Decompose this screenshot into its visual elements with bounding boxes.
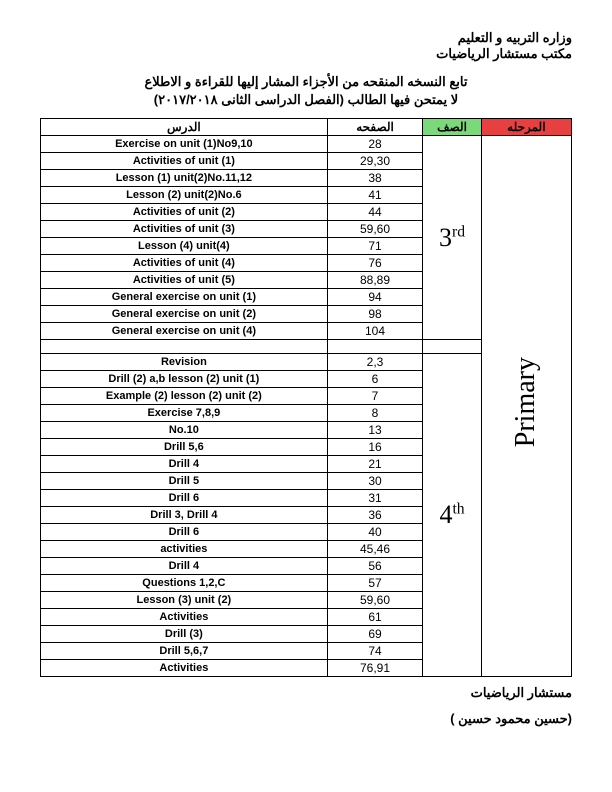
page-cell: 74 [327,643,423,660]
page-cell: 2,3 [327,354,423,371]
grade-cell: 3rd [423,136,481,340]
lesson-cell: Activities of unit (3) [41,221,328,238]
page-cell: 59,60 [327,592,423,609]
page-cell: 57 [327,575,423,592]
table-row: Exercise on unit (1)No9,10283rdPrimary [41,136,572,153]
page-cell: 69 [327,626,423,643]
stage-label: Primary [510,357,542,447]
page-cell: 28 [327,136,423,153]
page-cell: 6 [327,371,423,388]
lesson-cell: Example (2) lesson (2) unit (2) [41,388,328,405]
lesson-cell: Activities of unit (4) [41,255,328,272]
lesson-cell: Drill 4 [41,456,328,473]
page-cell: 76,91 [327,660,423,677]
lesson-cell: Activities of unit (2) [41,204,328,221]
page-cell: 71 [327,238,423,255]
title-line-1: تابع النسخه المنقحه من الأجزاء المشار إل… [40,74,572,90]
lesson-cell: Drill 5,6 [41,439,328,456]
col-lesson: الدرس [41,119,328,136]
lesson-cell: Drill 3, Drill 4 [41,507,328,524]
table-header-row: الدرس الصفحه الصف المرحله [41,119,572,136]
lesson-cell: Drill (2) a,b lesson (2) unit (1) [41,371,328,388]
page-cell: 94 [327,289,423,306]
lesson-cell: Revision [41,354,328,371]
advisor-name: (حسين محمود حسين ) [40,711,572,727]
lesson-cell: Activities [41,660,328,677]
lesson-cell: Lesson (4) unit(4) [41,238,328,255]
page-cell: 8 [327,405,423,422]
col-grade: الصف [423,119,481,136]
office-line: مكتب مستشار الرياضيات [40,46,572,62]
page-cell: 98 [327,306,423,323]
lesson-cell: Drill 6 [41,490,328,507]
lesson-cell: Drill 6 [41,524,328,541]
lesson-cell: Lesson (3) unit (2) [41,592,328,609]
page-cell: 104 [327,323,423,340]
title-line-2: لا يمتحن فيها الطالب (الفصل الدراسى الثا… [40,92,572,108]
page-cell: 45,46 [327,541,423,558]
lesson-cell: Activities of unit (1) [41,153,328,170]
col-stage: المرحله [481,119,571,136]
page-cell: 76 [327,255,423,272]
lesson-cell: Drill 4 [41,558,328,575]
stage-cell: Primary [481,136,571,677]
lesson-cell: activities [41,541,328,558]
lesson-cell: Questions 1,2,C [41,575,328,592]
page-cell: 31 [327,490,423,507]
advisor-role: مستشار الرياضيات [40,685,572,701]
lesson-cell: No.10 [41,422,328,439]
lesson-cell: General exercise on unit (4) [41,323,328,340]
lesson-cell: Activities [41,609,328,626]
page-cell: 16 [327,439,423,456]
lesson-cell: Lesson (1) unit(2)No.11,12 [41,170,328,187]
lesson-cell: Drill 5 [41,473,328,490]
lesson-cell: Exercise on unit (1)No9,10 [41,136,328,153]
page-cell: 40 [327,524,423,541]
page-cell: 13 [327,422,423,439]
page-cell: 36 [327,507,423,524]
curriculum-table: الدرس الصفحه الصف المرحله Exercise on un… [40,118,572,677]
lesson-cell: Lesson (2) unit(2)No.6 [41,187,328,204]
col-page: الصفحه [327,119,423,136]
page-cell: 41 [327,187,423,204]
ministry-line: وزاره التربيه و التعليم [40,30,572,46]
page-cell: 7 [327,388,423,405]
footer-block: مستشار الرياضيات (حسين محمود حسين ) [40,685,572,727]
lesson-cell: General exercise on unit (2) [41,306,328,323]
page-cell: 61 [327,609,423,626]
header-block: وزاره التربيه و التعليم مكتب مستشار الري… [40,30,572,62]
page-cell: 59,60 [327,221,423,238]
page-cell: 38 [327,170,423,187]
lesson-cell: General exercise on unit (1) [41,289,328,306]
lesson-cell: Exercise 7,8,9 [41,405,328,422]
page-cell: 30 [327,473,423,490]
page-cell: 21 [327,456,423,473]
grade-cell: 4th [423,354,481,677]
page-cell: 44 [327,204,423,221]
title-block: تابع النسخه المنقحه من الأجزاء المشار إل… [40,74,572,108]
lesson-cell: Drill (3) [41,626,328,643]
page-cell: 29,30 [327,153,423,170]
page-cell: 56 [327,558,423,575]
lesson-cell: Drill 5,6,7 [41,643,328,660]
lesson-cell: Activities of unit (5) [41,272,328,289]
page-cell: 88,89 [327,272,423,289]
